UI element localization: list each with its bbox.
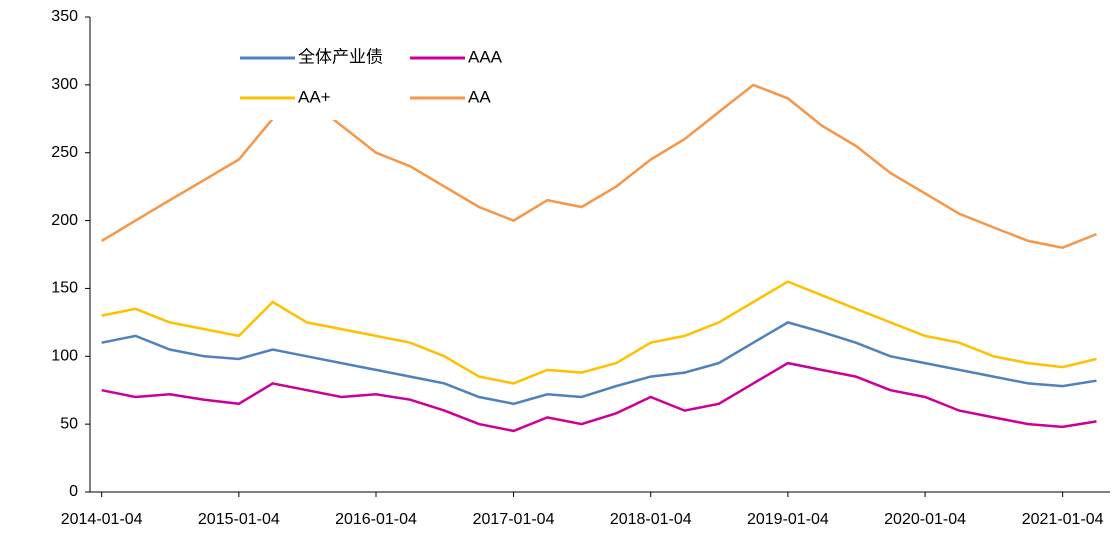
y-tick-label: 150 [51,280,78,297]
y-tick-label: 350 [51,8,78,25]
x-tick-label: 2019-01-04 [747,511,829,528]
x-tick-label: 2018-01-04 [610,511,692,528]
series-line [101,83,1097,249]
y-tick-label: 200 [51,212,78,229]
y-tick-label: 0 [69,483,78,500]
legend: 全体产业债 AAA AA+ AA [230,38,580,120]
x-tick-label: 2014-01-04 [61,511,143,528]
series-line [101,361,1097,433]
x-tick-label: 2015-01-04 [198,511,280,528]
x-tick-label: 2020-01-04 [884,511,966,528]
x-tick-label: 2021-01-04 [1022,511,1104,528]
x-tick-label: 2016-01-04 [335,511,417,528]
y-tick-label: 300 [51,76,78,93]
legend-label: AA [468,87,491,106]
y-tick-label: 100 [51,348,78,365]
series-line [101,280,1097,385]
series-line [101,321,1097,406]
y-tick-label: 50 [60,415,78,432]
legend-box [230,38,580,120]
y-tick-label: 250 [51,144,78,161]
legend-label: 全体产业债 [298,47,383,66]
legend-label: AAA [468,47,503,66]
legend-label: AA+ [298,87,331,106]
x-tick-label: 2017-01-04 [473,511,555,528]
